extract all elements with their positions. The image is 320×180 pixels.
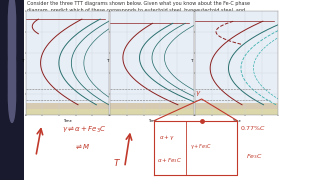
Bar [110,103,194,109]
Text: Consider the three TTT diagrams shown below. Given what you know about the Fe-C : Consider the three TTT diagrams shown be… [27,1,250,6]
Bar [195,103,278,109]
Text: $T$: $T$ [113,157,121,168]
Text: $\alpha+\gamma$: $\alpha+\gamma$ [159,133,174,142]
Bar [110,109,194,115]
Text: $0.77\%C$: $0.77\%C$ [240,124,266,132]
Bar [26,109,109,115]
Text: diagram, predict which of these corresponds to eutectoid steel, hypoeutectoid st: diagram, predict which of these correspo… [27,8,245,13]
Circle shape [8,9,16,63]
Circle shape [8,68,16,122]
X-axis label: Time: Time [233,119,241,123]
Text: $\alpha+Fe_3C$: $\alpha+Fe_3C$ [157,156,182,165]
Circle shape [8,40,16,94]
Text: $Fe_3C$: $Fe_3C$ [246,152,263,161]
Circle shape [8,0,16,49]
X-axis label: Time: Time [148,119,156,123]
Circle shape [8,54,16,108]
Bar [195,109,278,115]
Y-axis label: T: T [21,59,23,63]
Y-axis label: T: T [190,59,193,63]
Text: $\gamma+Fe_3C$: $\gamma+Fe_3C$ [190,142,212,151]
Bar [26,103,109,109]
Text: $\rightleftharpoons M$: $\rightleftharpoons M$ [74,143,91,151]
X-axis label: Time: Time [63,119,71,123]
Circle shape [8,23,16,77]
Text: hypereutectoid steel.: hypereutectoid steel. [27,15,79,20]
Y-axis label: T: T [106,59,108,63]
Text: $\gamma$: $\gamma$ [196,89,202,98]
Text: $\gamma \rightleftharpoons \alpha + Fe_3C$: $\gamma \rightleftharpoons \alpha + Fe_3… [62,124,107,135]
